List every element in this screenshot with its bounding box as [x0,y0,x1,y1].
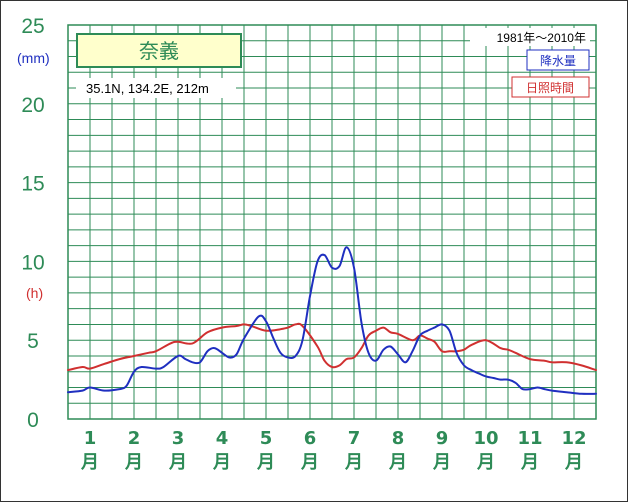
location-text: 35.1N, 134.2E, 212m [86,81,209,96]
x-tick-month-suffix: 月 [520,452,539,473]
x-tick-month-number: 1 [84,428,97,449]
station-box [76,33,242,68]
y-tick-label: 0 [27,409,39,432]
x-tick-month-number: 12 [561,428,586,449]
legend-sun-label: 日照時間 [526,81,574,95]
x-tick-month-suffix: 月 [476,452,495,473]
x-tick-month-suffix: 月 [564,452,583,473]
series-lines [67,246,597,395]
legend-sun-box [511,76,590,98]
legend-precip-label: 降水量 [540,54,576,68]
x-tick-month-suffix: 月 [344,452,363,473]
location-box [76,78,236,98]
period-text: 1981年～2010年 [497,31,586,45]
y-tick-label: 5 [27,330,39,353]
y-tick-label: 10 [21,251,44,274]
period-box [470,28,590,46]
x-tick-month-suffix: 月 [80,452,99,473]
x-tick-month-suffix: 月 [168,452,187,473]
x-tick-month-number: 3 [172,428,185,449]
x-tick-month-number: 7 [348,428,361,449]
x-tick-month-suffix: 月 [432,452,451,473]
x-tick-month-number: 11 [517,428,542,449]
unit-sun-label: (h) [26,285,43,301]
x-tick-month-suffix: 月 [212,452,231,473]
legend-precip-box [526,49,590,71]
x-tick-month-number: 10 [473,428,498,449]
x-tick-month-number: 9 [436,428,449,449]
x-tick-month-number: 2 [128,428,141,449]
x-tick-month-suffix: 月 [300,452,319,473]
y-tick-label: 20 [21,94,44,117]
y-tick-label: 25 [21,15,44,38]
y-axis: 0 5 10 15 20 25 [21,15,44,432]
series-line-precip [67,246,597,395]
x-tick-month-number: 5 [260,428,273,449]
x-tick-month-number: 6 [304,428,317,449]
plot-border [67,24,597,420]
unit-precip-label: (mm) [17,50,50,66]
x-tick-month-suffix: 月 [124,452,143,473]
y-tick-label: 15 [21,173,44,196]
x-tick-month-number: 8 [392,428,405,449]
x-tick-month-suffix: 月 [256,452,275,473]
x-tick-month-suffix: 月 [388,452,407,473]
series-line-sunshine [67,322,597,372]
station-name: 奈義 [139,39,179,63]
x-tick-month-number: 4 [216,428,229,449]
x-axis: 1 月 2 月 3 月 4 月 5 月 6 月 7 月 8 月 9 月 10 月 11 月 12 月 [80,428,587,473]
